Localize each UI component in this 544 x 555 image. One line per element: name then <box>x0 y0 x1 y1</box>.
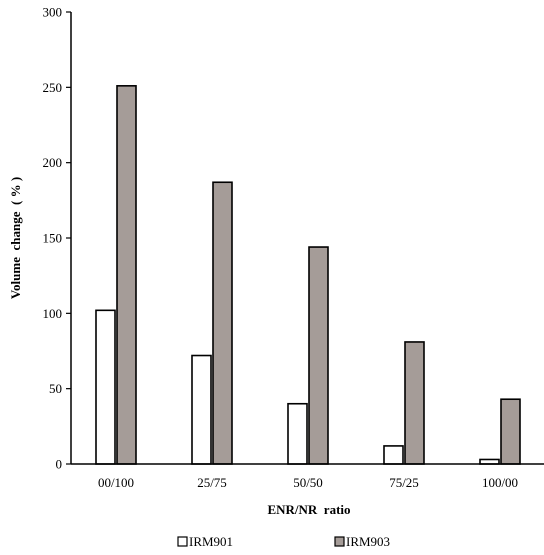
y-tick-label: 250 <box>43 80 63 95</box>
bar-irm901-1 <box>191 354 212 465</box>
y-axis-title: Volume change ( % ) <box>8 177 23 299</box>
bars-layer <box>95 85 521 465</box>
bar-irm901-0 <box>95 309 116 465</box>
y-tick-label: 100 <box>43 306 63 321</box>
y-tick-label: 200 <box>43 155 63 170</box>
axes-layer <box>70 12 544 465</box>
bar-irm901-2 <box>287 402 308 465</box>
bar-irm903-2 <box>308 246 329 465</box>
bar-irm903-1 <box>212 181 233 465</box>
y-tick-label: 50 <box>49 381 62 396</box>
x-tick-label: 75/25 <box>389 475 419 490</box>
legend: IRM901 IRM903 <box>177 534 390 549</box>
bar-irm903-4 <box>500 398 521 465</box>
y-tick-label: 0 <box>56 457 63 472</box>
bar-irm903-3 <box>404 341 425 465</box>
x-tick-label: 50/50 <box>293 475 323 490</box>
y-ticks: 0 50 100 150 200 250 300 <box>43 5 71 472</box>
x-tick-label: 00/100 <box>98 475 134 490</box>
bar-irm903-0 <box>116 85 137 465</box>
legend-label-irm901: IRM901 <box>189 534 233 549</box>
x-tick-label: 25/75 <box>197 475 227 490</box>
legend-label-irm903: IRM903 <box>346 534 390 549</box>
legend-swatch-irm901 <box>177 536 188 547</box>
y-tick-label: 150 <box>43 231 63 246</box>
x-axis-title: ENR/NR ratio <box>267 502 350 517</box>
bar-irm901-3 <box>383 445 404 465</box>
legend-swatch-irm903 <box>334 536 345 547</box>
y-tick-label: 300 <box>43 5 63 20</box>
x-tick-label: 100/00 <box>482 475 518 490</box>
x-ticks: 00/100 25/75 50/50 75/25 100/00 <box>98 475 518 490</box>
